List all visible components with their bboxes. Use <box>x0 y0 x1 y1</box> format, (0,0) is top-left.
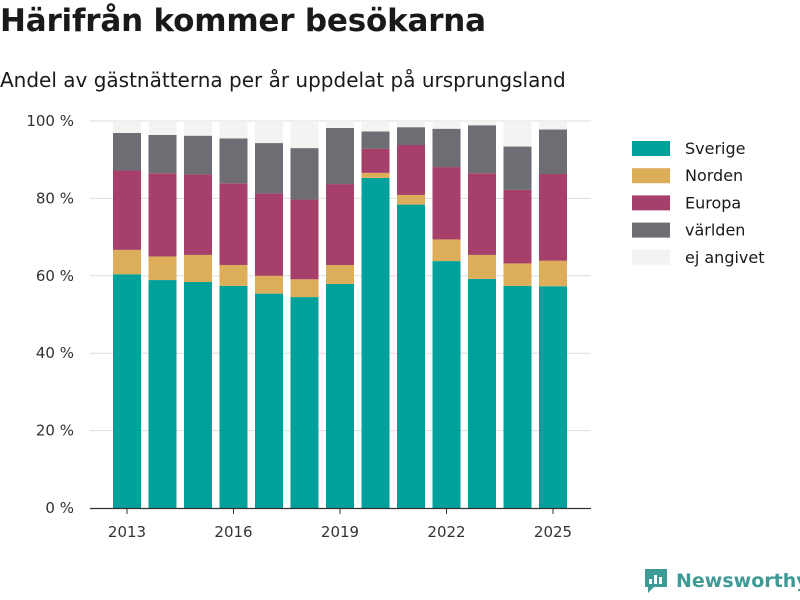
bar-segment <box>148 173 177 257</box>
bar-segment <box>468 278 496 508</box>
bar-segment <box>148 121 177 135</box>
bar-segment <box>539 129 567 175</box>
bar-segment <box>326 283 354 508</box>
bar-segment <box>539 286 567 508</box>
bar-segment <box>290 199 319 280</box>
bar-segment <box>503 121 532 147</box>
bar-segment <box>468 173 496 255</box>
bar-segment <box>397 204 425 509</box>
bar-segment <box>326 264 354 284</box>
legend: Sverige Norden Europa världen ej angivet <box>632 139 765 267</box>
legend-label: ej angivet <box>685 248 765 267</box>
legend-swatch <box>632 195 670 211</box>
bars <box>113 121 567 509</box>
bar-segment <box>397 121 425 128</box>
bar-segment <box>219 285 248 508</box>
bar-segment <box>148 256 177 281</box>
bar-segment <box>468 125 496 174</box>
bar-segment <box>148 280 177 508</box>
y-tick-label: 80 % <box>36 189 74 207</box>
x-tick-label: 2013 <box>108 523 146 541</box>
y-tick-label: 100 % <box>26 112 74 130</box>
bar-segment <box>184 135 212 175</box>
bar-segment <box>503 263 532 286</box>
y-tick-label: 60 % <box>36 267 74 285</box>
bar-segment <box>184 254 212 282</box>
legend-swatch <box>632 168 670 184</box>
bar-segment <box>432 128 461 168</box>
bar-segment <box>539 260 567 287</box>
y-tick-label: 40 % <box>36 344 74 362</box>
bar-segment <box>326 127 354 185</box>
legend-swatch <box>632 141 670 156</box>
bar-segment <box>468 254 496 279</box>
y-tick-label: 20 % <box>36 422 74 440</box>
bar-segment <box>326 184 354 265</box>
chart-title: Härifrån kommer besökarna <box>0 3 486 39</box>
bar-segment <box>539 121 567 130</box>
legend-label: Europa <box>685 193 741 212</box>
bar-segment <box>255 143 283 194</box>
bar-segment <box>113 274 141 508</box>
bar-segment <box>361 172 390 178</box>
bar-segment <box>113 121 141 133</box>
bar-segment <box>219 264 248 286</box>
legend-label: Norden <box>685 166 743 185</box>
brand-name: Newsworthy <box>676 570 800 592</box>
bar-segment <box>361 131 390 149</box>
bar-segment <box>361 148 390 173</box>
bar-segment <box>290 148 319 200</box>
legend-label: världen <box>685 221 745 240</box>
bar-segment <box>397 127 425 145</box>
axes: 0 % 20 % 40 % 60 % 80 % 100 % 2013 2016 2019 2022… <box>26 112 591 541</box>
bar-segment <box>326 121 354 128</box>
bar-segment <box>432 239 461 262</box>
bar-segment <box>503 146 532 190</box>
newsworthy-logo-icon <box>645 569 667 593</box>
bar-segment <box>113 170 141 250</box>
bar-segment <box>361 121 390 132</box>
bar-segment <box>290 279 319 298</box>
brand-logo: Newsworthy <box>643 567 800 595</box>
bar-segment <box>468 121 496 126</box>
bar-segment <box>184 121 212 136</box>
bar-segment <box>503 189 532 264</box>
bar-segment <box>219 138 248 184</box>
x-tick-label: 2025 <box>534 523 572 541</box>
bar-segment <box>290 121 319 149</box>
bar-segment <box>255 293 283 508</box>
bar-segment <box>432 167 461 240</box>
legend-label: Sverige <box>685 139 746 158</box>
bar-segment <box>113 249 141 275</box>
bar-segment <box>432 261 461 508</box>
bar-segment <box>113 132 141 171</box>
bar-segment <box>184 281 212 508</box>
bar-segment <box>290 297 319 508</box>
bar-segment <box>219 183 248 265</box>
chart-subtitle: Andel av gästnätterna per år uppdelat på… <box>0 68 566 92</box>
bar-segment <box>397 144 425 195</box>
x-tick-label: 2016 <box>214 523 252 541</box>
bar-segment <box>539 174 567 261</box>
legend-swatch <box>632 249 670 265</box>
bar-segment <box>255 275 283 294</box>
bar-segment <box>148 134 177 174</box>
bar-segment <box>397 194 425 205</box>
bar-segment <box>219 121 248 139</box>
x-tick-label: 2019 <box>321 523 359 541</box>
legend-swatch <box>632 222 670 238</box>
x-tick-label: 2022 <box>427 523 465 541</box>
bar-segment <box>255 121 283 144</box>
bar-segment <box>503 285 532 508</box>
bar-segment <box>184 174 212 255</box>
bar-segment <box>361 177 390 508</box>
bar-segment <box>255 193 283 276</box>
y-tick-label: 0 % <box>45 499 74 517</box>
bar-segment <box>432 121 461 129</box>
